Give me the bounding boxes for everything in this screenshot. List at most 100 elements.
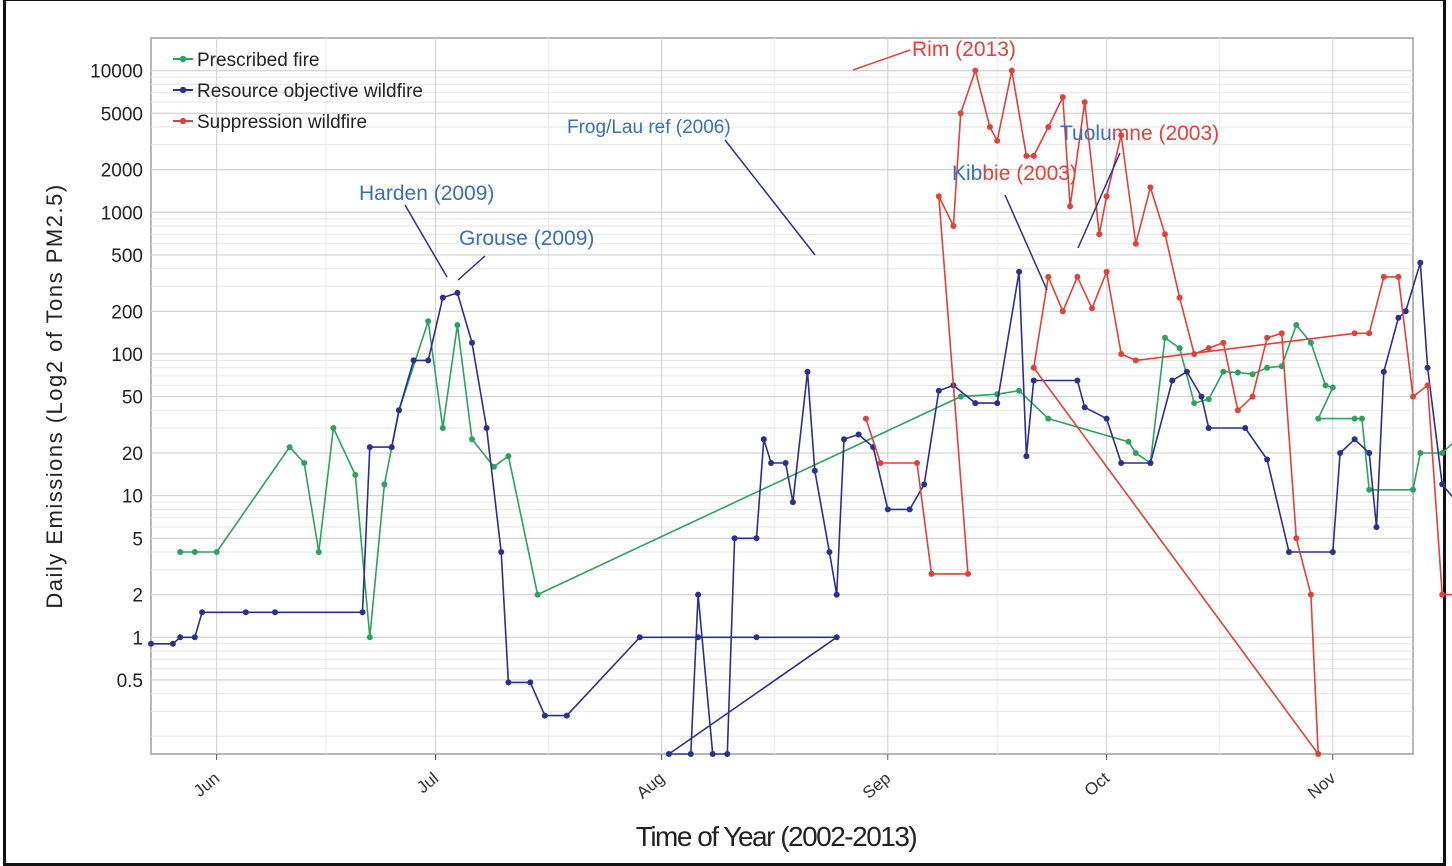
data-point bbox=[454, 322, 461, 328]
annotation-leader-froglau bbox=[724, 139, 816, 256]
data-point bbox=[505, 679, 512, 686]
data-point bbox=[695, 634, 702, 641]
data-point bbox=[1118, 460, 1125, 466]
y-tick-label: 10000 bbox=[90, 62, 143, 83]
data-point bbox=[935, 193, 942, 200]
data-point bbox=[1395, 273, 1402, 280]
data-point bbox=[169, 640, 176, 647]
x-tick-label: Jun bbox=[190, 769, 223, 801]
data-point bbox=[833, 591, 840, 598]
data-point bbox=[1147, 184, 1154, 191]
data-point bbox=[957, 110, 964, 117]
annotation-kibbie: Kibbie (2003) bbox=[952, 162, 1077, 185]
annotation-grouse: Grouse (2009) bbox=[459, 227, 594, 250]
data-point bbox=[366, 634, 373, 641]
data-point bbox=[272, 609, 278, 616]
x-tick-label: Aug bbox=[633, 769, 668, 803]
data-point bbox=[1169, 377, 1176, 384]
data-point bbox=[505, 453, 512, 460]
data-point bbox=[1315, 415, 1322, 422]
data-point bbox=[1198, 393, 1205, 400]
data-point bbox=[1118, 132, 1125, 139]
data-point bbox=[1016, 268, 1023, 275]
y-tick-label: 200 bbox=[111, 302, 143, 323]
data-point bbox=[1410, 393, 1416, 400]
data-point bbox=[768, 460, 775, 466]
data-point bbox=[1067, 203, 1074, 210]
annotation-tuolumne: Tuolumne (2003) bbox=[1060, 122, 1219, 145]
data-point bbox=[1045, 273, 1052, 280]
data-point bbox=[469, 339, 475, 346]
y-tick-label: 5 bbox=[132, 529, 143, 550]
data-point bbox=[1023, 453, 1030, 460]
data-point bbox=[1293, 535, 1300, 542]
data-point bbox=[1380, 368, 1387, 375]
data-point bbox=[1030, 377, 1037, 384]
data-point bbox=[914, 460, 920, 466]
data-point bbox=[541, 712, 548, 719]
legend-marker-resource bbox=[179, 86, 187, 94]
annotation-leader-rim bbox=[852, 49, 911, 71]
data-point bbox=[1264, 456, 1271, 463]
legend: Prescribed fire Resource objective wildf… bbox=[173, 50, 423, 133]
legend-marker-suppression bbox=[179, 117, 187, 125]
data-point bbox=[1132, 240, 1139, 247]
data-point bbox=[1351, 415, 1358, 422]
data-point bbox=[439, 425, 446, 431]
data-point bbox=[1366, 330, 1373, 337]
data-point bbox=[753, 634, 760, 641]
data-point bbox=[862, 415, 869, 422]
data-point bbox=[1249, 393, 1256, 400]
data-point bbox=[1059, 94, 1066, 101]
data-point bbox=[1132, 357, 1139, 364]
y-tick-label: 2000 bbox=[101, 161, 143, 182]
data-point bbox=[709, 751, 716, 757]
y-axis-label: Daily Emissions (Log2 of Tons PM2.5) bbox=[42, 183, 67, 608]
y-tick-label: 10 bbox=[122, 487, 143, 508]
data-point bbox=[950, 223, 957, 229]
data-point bbox=[1424, 364, 1431, 371]
data-point bbox=[1030, 364, 1037, 371]
data-point bbox=[1307, 339, 1314, 346]
data-point bbox=[1074, 273, 1081, 280]
data-point bbox=[1366, 450, 1373, 456]
data-point bbox=[366, 444, 373, 451]
data-point bbox=[811, 467, 818, 474]
data-point bbox=[789, 499, 796, 506]
data-point bbox=[695, 591, 702, 598]
legend-label-suppression: Suppression wildfire bbox=[197, 112, 367, 133]
data-point bbox=[469, 436, 475, 443]
data-point bbox=[665, 751, 672, 757]
data-point bbox=[928, 570, 935, 577]
annotation-leader-kibbie bbox=[1004, 194, 1048, 291]
data-point bbox=[439, 294, 446, 301]
data-point bbox=[177, 549, 184, 555]
x-tick-label: Sep bbox=[859, 769, 894, 803]
data-point bbox=[1162, 334, 1168, 341]
data-point bbox=[330, 425, 337, 431]
data-point bbox=[986, 124, 993, 130]
x-tick-label: Nov bbox=[1304, 768, 1340, 802]
data-point bbox=[1322, 382, 1329, 389]
y-tick-label: 0.5 bbox=[117, 671, 143, 692]
data-point bbox=[1045, 415, 1052, 422]
data-point bbox=[1417, 450, 1424, 456]
x-tick-label: Oct bbox=[1081, 768, 1114, 800]
data-point bbox=[1205, 425, 1212, 431]
data-point bbox=[1439, 591, 1446, 598]
y-tick-label: 20 bbox=[122, 444, 143, 465]
plot-area bbox=[150, 37, 1414, 755]
data-point bbox=[1103, 193, 1110, 200]
data-point bbox=[782, 460, 789, 466]
data-point bbox=[490, 463, 497, 470]
data-point bbox=[1132, 450, 1139, 456]
data-point bbox=[855, 431, 862, 438]
data-point bbox=[994, 137, 1001, 144]
annotation-kibbie-part1: Kib bbox=[952, 162, 982, 185]
data-point bbox=[1234, 369, 1241, 376]
legend-label-resource: Resource objective wildfire bbox=[197, 81, 423, 102]
data-point bbox=[483, 425, 490, 431]
y-tick-label: 5000 bbox=[101, 104, 143, 125]
data-point bbox=[534, 591, 541, 598]
data-point bbox=[286, 444, 293, 451]
